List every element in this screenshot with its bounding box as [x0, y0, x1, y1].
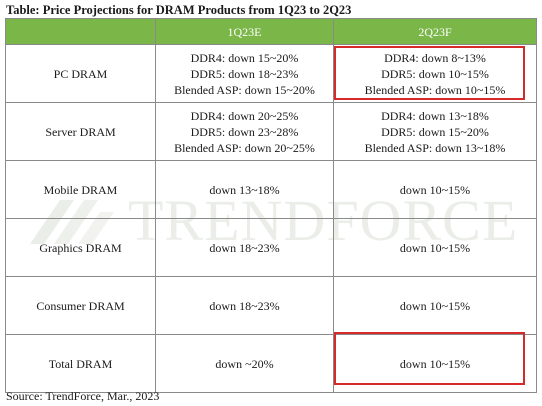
cell-1q23e: DDR4: down 15~20% DDR5: down 18~23% Blen… [155, 44, 334, 103]
row-label: Consumer DRAM [5, 276, 156, 335]
row-label: PC DRAM [5, 44, 156, 103]
price-projection-table: 1Q23E 2Q23F PC DRAM DDR4: down 15~20% DD… [5, 18, 537, 393]
cell-2q23f: DDR4: down 13~18% DDR5: down 15~20% Blen… [333, 102, 537, 161]
cell-line: Blended ASP: down 10~15% [364, 82, 506, 97]
cell-line: Blended ASP: down 20~25% [174, 140, 315, 155]
table-row: PC DRAM DDR4: down 15~20% DDR5: down 18~… [5, 44, 537, 103]
row-label: Server DRAM [5, 102, 156, 161]
cell-1q23e: down ~20% [155, 334, 334, 393]
table-title: Table: Price Projections for DRAM Produc… [6, 3, 352, 17]
cell-line: DDR4: down 15~20% [190, 50, 299, 65]
cell-1q23e: down 18~23% [155, 218, 334, 277]
cell-line: DDR5: down 23~28% [190, 124, 299, 139]
cell-line: DDR5: down 15~20% [381, 124, 489, 139]
cell-1q23e: down 13~18% [155, 160, 334, 219]
table-row: Graphics DRAM down 18~23% down 10~15% [5, 218, 537, 277]
cell-1q23e: down 18~23% [155, 276, 334, 335]
row-label: Total DRAM [5, 334, 156, 393]
row-label: Graphics DRAM [5, 218, 156, 277]
header-empty [5, 18, 156, 45]
cell-2q23f: down 10~15% [333, 218, 537, 277]
cell-2q23f: DDR4: down 8~13% DDR5: down 10~15% Blend… [333, 44, 537, 103]
cell-line: DDR4: down 13~18% [381, 108, 489, 123]
cell-2q23f: down 10~15% [333, 334, 537, 393]
cell-1q23e: DDR4: down 20~25% DDR5: down 23~28% Blen… [155, 102, 334, 161]
cell-line: DDR5: down 18~23% [190, 66, 299, 81]
cell-line: DDR4: down 20~25% [190, 108, 299, 123]
table-row: Server DRAM DDR4: down 20~25% DDR5: down… [5, 102, 537, 161]
cell-line: Blended ASP: down 15~20% [174, 82, 315, 97]
table-row: Total DRAM down ~20% down 10~15% [5, 334, 537, 393]
table-row: Consumer DRAM down 18~23% down 10~15% [5, 276, 537, 335]
header-1q23e: 1Q23E [155, 18, 334, 45]
row-label: Mobile DRAM [5, 160, 156, 219]
header-2q23f: 2Q23F [333, 18, 537, 45]
cell-line: DDR4: down 8~13% [384, 50, 486, 65]
cell-2q23f: down 10~15% [333, 276, 537, 335]
cell-2q23f: down 10~15% [333, 160, 537, 219]
cell-line: DDR5: down 10~15% [381, 66, 489, 81]
cell-line: Blended ASP: down 13~18% [364, 140, 506, 155]
table-row: Mobile DRAM down 13~18% down 10~15% [5, 160, 537, 219]
header-row: 1Q23E 2Q23F [5, 18, 537, 45]
source-note: Source: TrendForce, Mar., 2023 [6, 389, 160, 403]
